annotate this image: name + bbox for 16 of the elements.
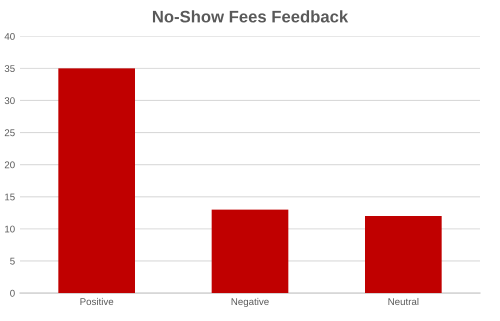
y-tick-label: 15: [5, 194, 15, 200]
bar: [365, 216, 442, 294]
y-tick-label: 0: [10, 290, 15, 297]
y-tick-label: 10: [5, 226, 15, 232]
y-tick-label: 25: [4, 129, 15, 136]
y-tick-label: 35: [4, 65, 15, 72]
chart-title: No-Show Fees Feedback: [152, 10, 348, 23]
x-tick-label: Negative: [232, 298, 269, 307]
y-tick-label: 20: [4, 161, 15, 168]
x-tick-label: Neutral: [388, 298, 418, 306]
y-tick-label: 5: [10, 258, 15, 265]
bar: [58, 68, 135, 294]
bar: [212, 210, 288, 294]
y-tick-label: 30: [4, 97, 15, 104]
y-tick-label: 40: [4, 33, 15, 40]
x-tick-label: Positive: [80, 298, 114, 306]
